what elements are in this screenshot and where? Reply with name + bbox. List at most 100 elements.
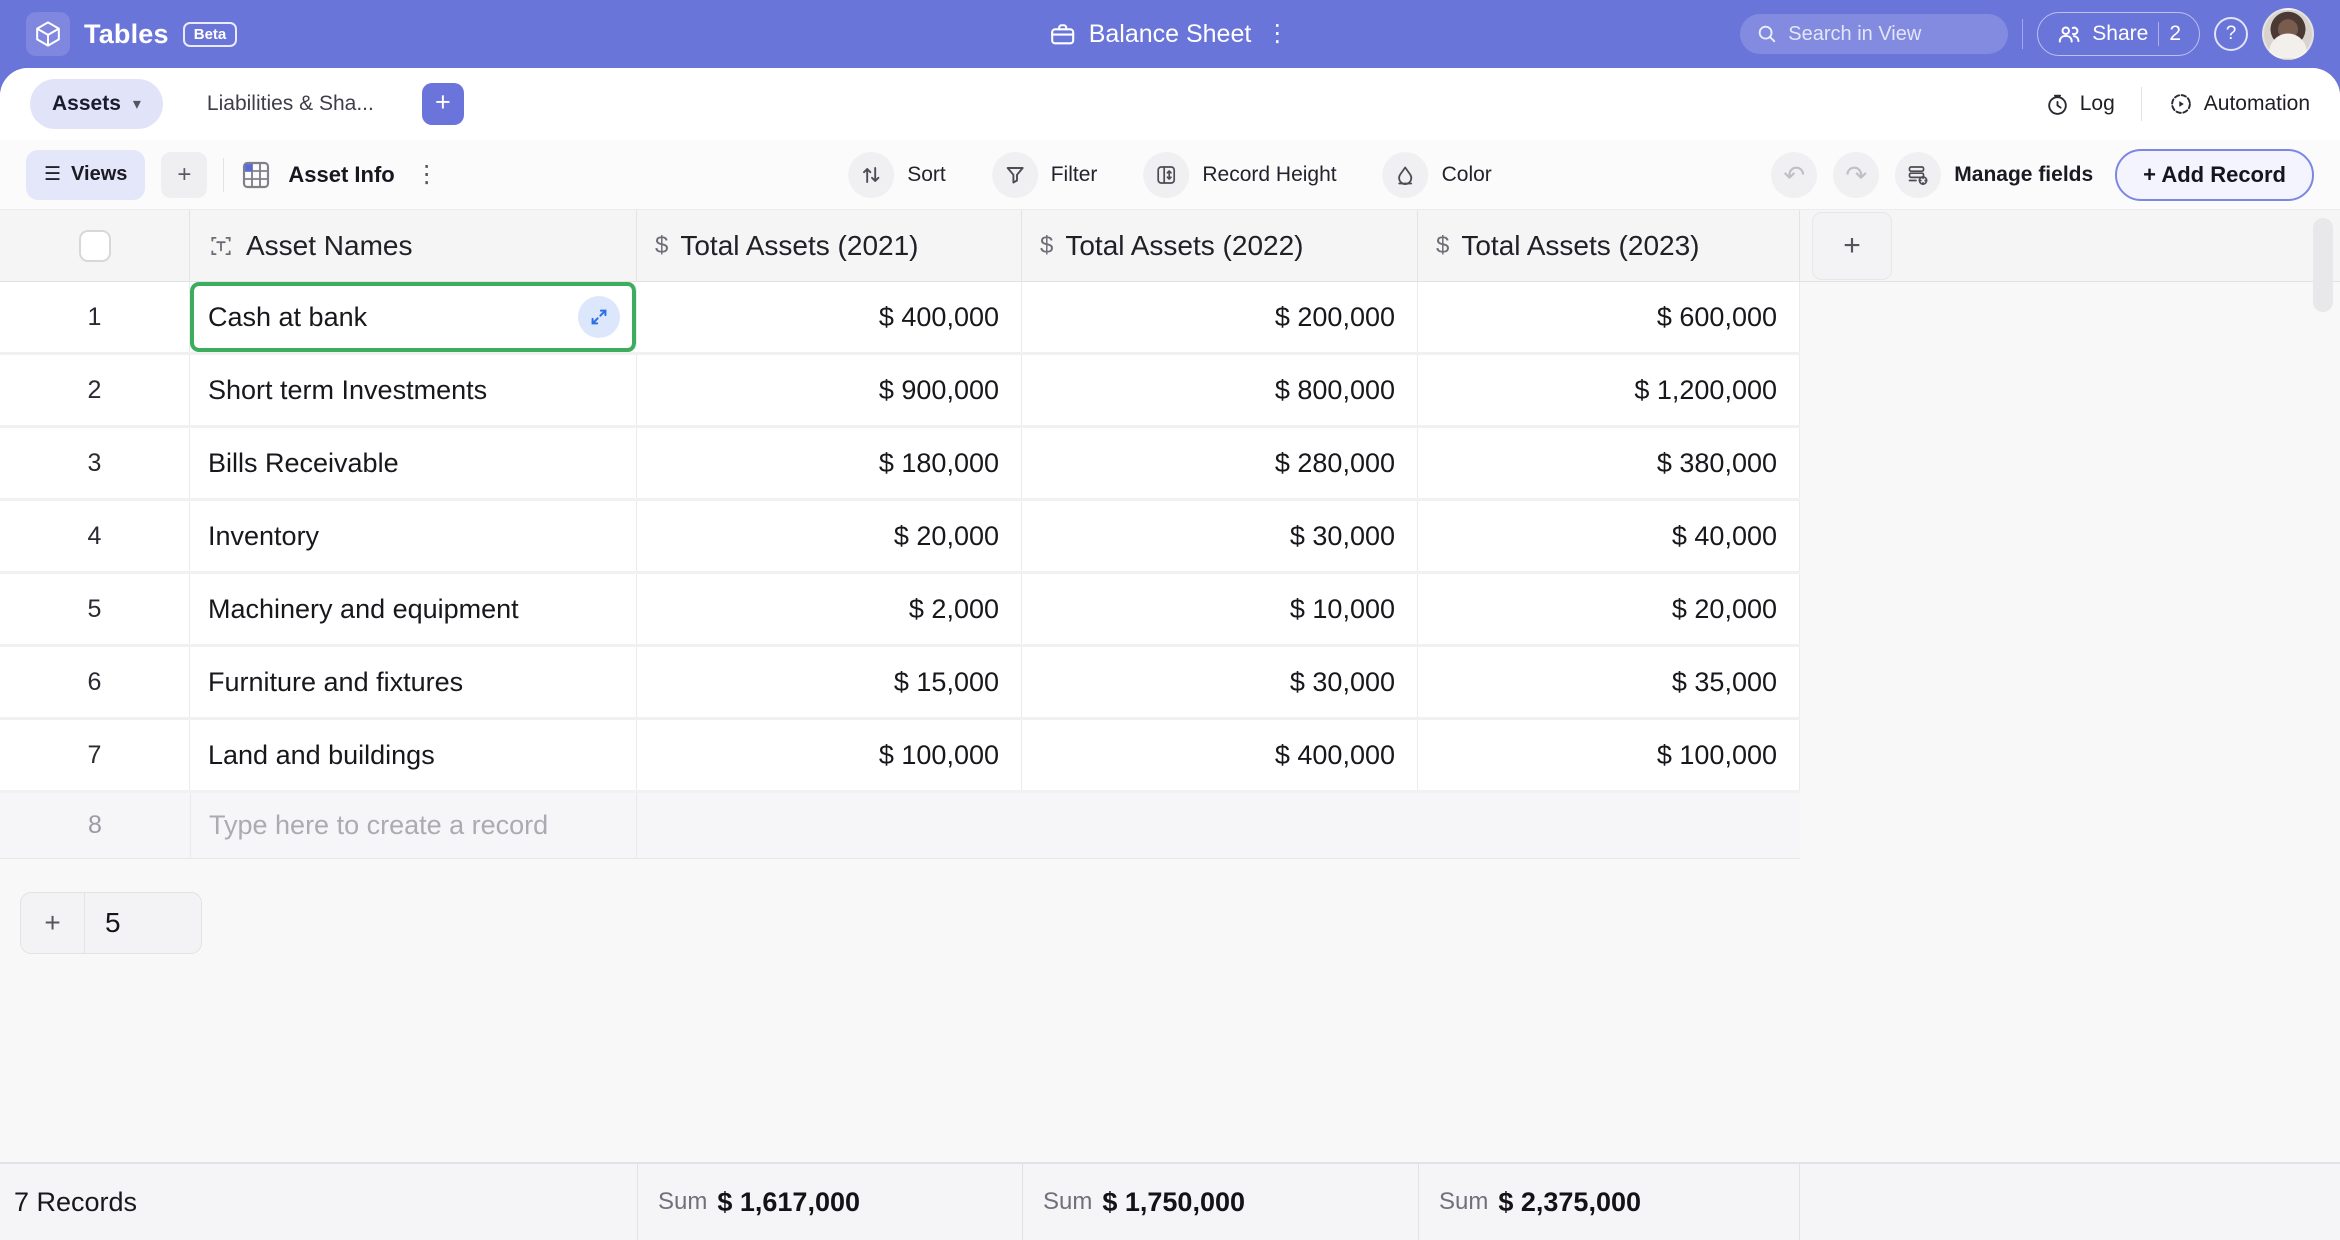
chevron-down-icon: ▾ xyxy=(132,96,141,113)
assets-2021-cell[interactable]: $ 15,000 xyxy=(637,647,1022,717)
column-header-2023[interactable]: $ Total Assets (2023) xyxy=(1418,210,1800,281)
column-label: Total Assets (2023) xyxy=(1461,229,1700,261)
tab-assets[interactable]: Assets ▾ xyxy=(30,79,163,129)
asset-name-cell[interactable]: Land and buildings xyxy=(190,720,637,790)
table-row[interactable]: 5 Machinery and equipment $ 2,000 $ 10,0… xyxy=(0,574,1800,647)
toolbar-left-group: ☰ Views + Asset Info ⋮ xyxy=(26,149,443,200)
assets-2022-cell[interactable]: $ 280,000 xyxy=(1022,428,1418,498)
add-table-button[interactable]: + xyxy=(421,83,464,125)
document-menu-icon[interactable]: ⋮ xyxy=(1265,20,1290,47)
new-record-input[interactable]: Type here to create a record xyxy=(190,793,637,858)
user-avatar[interactable] xyxy=(2262,8,2314,60)
asset-name-cell[interactable]: Furniture and fixtures xyxy=(190,647,637,717)
asset-name-cell[interactable]: Bills Receivable xyxy=(190,428,637,498)
sum-value: $ 1,617,000 xyxy=(717,1186,860,1217)
grid-area: Asset Names $ Total Assets (2021) $ Tota… xyxy=(0,210,2340,1240)
search-in-view[interactable] xyxy=(1740,14,2009,54)
table-row[interactable]: 2 Short term Investments $ 900,000 $ 800… xyxy=(0,355,1800,428)
row-number: 4 xyxy=(0,501,190,571)
current-view-name: Asset Info xyxy=(288,161,395,187)
assets-2023-cell[interactable]: $ 20,000 xyxy=(1418,574,1800,644)
history-clock-icon xyxy=(2047,94,2067,115)
expand-record-icon[interactable] xyxy=(578,296,620,338)
vertical-scrollbar[interactable] xyxy=(2313,218,2333,312)
assets-2021-cell[interactable]: $ 20,000 xyxy=(637,501,1022,571)
toolbar-right-group: ↶ ↷ Manage fields + Add Record xyxy=(1771,148,2314,201)
assets-2021-cell[interactable]: $ 900,000 xyxy=(637,355,1022,425)
sum-2022: Sum $ 1,750,000 xyxy=(1022,1164,1418,1240)
new-record-row[interactable]: 8 Type here to create a record xyxy=(0,793,1800,859)
add-record-button[interactable]: + Add Record xyxy=(2115,148,2314,201)
column-header-2021[interactable]: $ Total Assets (2021) xyxy=(637,210,1022,281)
toolbar-center-group: Sort Filter Record Height xyxy=(848,151,1492,198)
sort-label: Sort xyxy=(907,162,946,186)
assets-2021-cell[interactable]: $ 400,000 xyxy=(637,282,1022,352)
color-label: Color xyxy=(1441,162,1492,186)
add-rows-count-input[interactable]: 5 xyxy=(105,907,121,938)
share-button[interactable]: Share 2 xyxy=(2037,12,2200,56)
asset-name-cell[interactable]: Cash at bank xyxy=(190,282,637,352)
table-row[interactable]: 1 Cash at bank $ 400,000 $ 200,000 $ 600… xyxy=(0,282,1800,355)
automation-button[interactable]: Automation xyxy=(2168,91,2310,117)
assets-2021-cell[interactable]: $ 180,000 xyxy=(637,428,1022,498)
sum-label: Sum xyxy=(658,1188,708,1215)
tables-logo-icon[interactable] xyxy=(26,12,70,56)
assets-2023-cell[interactable]: $ 100,000 xyxy=(1418,720,1800,790)
views-button[interactable]: ☰ Views xyxy=(26,149,146,200)
color-button[interactable]: Color xyxy=(1382,151,1492,198)
view-options-icon[interactable]: ⋮ xyxy=(414,161,439,188)
column-label: Total Assets (2021) xyxy=(680,229,919,261)
add-rows-button[interactable]: + xyxy=(21,893,85,953)
asset-name-cell[interactable]: Inventory xyxy=(190,501,637,571)
column-header-asset-names[interactable]: Asset Names xyxy=(190,210,637,281)
assets-2022-cell[interactable]: $ 30,000 xyxy=(1022,501,1418,571)
log-button[interactable]: Log xyxy=(2045,92,2115,117)
table-row[interactable]: 6 Furniture and fixtures $ 15,000 $ 30,0… xyxy=(0,647,1800,720)
add-column-button[interactable]: + xyxy=(1812,212,1892,280)
table-row[interactable]: 7 Land and buildings $ 100,000 $ 400,000… xyxy=(0,720,1800,793)
sum-label: Sum xyxy=(1439,1188,1489,1215)
assets-2021-cell[interactable]: $ 100,000 xyxy=(637,720,1022,790)
assets-2022-cell[interactable]: $ 400,000 xyxy=(1022,720,1418,790)
manage-fields-button[interactable]: Manage fields xyxy=(1895,151,2093,198)
assets-2022-cell[interactable]: $ 800,000 xyxy=(1022,355,1418,425)
select-all-checkbox[interactable] xyxy=(78,229,111,262)
assets-2021-cell[interactable]: $ 2,000 xyxy=(637,574,1022,644)
add-view-button[interactable]: + xyxy=(161,151,208,198)
assets-2022-cell[interactable]: $ 10,000 xyxy=(1022,574,1418,644)
toolbar-divider xyxy=(223,157,225,192)
redo-button[interactable]: ↷ xyxy=(1833,151,1880,198)
help-icon[interactable]: ? xyxy=(2214,17,2248,51)
search-icon xyxy=(1759,25,1776,43)
share-count-badge: 2 xyxy=(2169,22,2181,45)
filter-button[interactable]: Filter xyxy=(991,151,1097,198)
assets-2023-cell[interactable]: $ 1,200,000 xyxy=(1418,355,1800,425)
record-height-button[interactable]: Record Height xyxy=(1143,151,1337,198)
table-row[interactable]: 4 Inventory $ 20,000 $ 30,000 $ 40,000 xyxy=(0,501,1800,574)
assets-2022-cell[interactable]: $ 30,000 xyxy=(1022,647,1418,717)
assets-2023-cell[interactable]: $ 35,000 xyxy=(1418,647,1800,717)
sort-button[interactable]: Sort xyxy=(848,151,946,198)
sum-value: $ 2,375,000 xyxy=(1498,1186,1641,1217)
assets-2023-cell[interactable]: $ 40,000 xyxy=(1418,501,1800,571)
sort-icon xyxy=(848,151,895,198)
column-header-2022[interactable]: $ Total Assets (2022) xyxy=(1022,210,1418,281)
asset-name-cell[interactable]: Machinery and equipment xyxy=(190,574,637,644)
new-row-number: 8 xyxy=(88,811,102,839)
filter-icon xyxy=(991,151,1038,198)
asset-name-cell[interactable]: Short term Investments xyxy=(190,355,637,425)
topbar-divider xyxy=(2022,19,2024,49)
undo-button[interactable]: ↶ xyxy=(1771,151,1818,198)
tab-liabilities[interactable]: Liabilities & Sha... xyxy=(206,92,374,115)
column-label: Asset Names xyxy=(246,229,413,261)
assets-2022-cell[interactable]: $ 200,000 xyxy=(1022,282,1418,352)
share-label: Share xyxy=(2092,22,2149,45)
row-number: 7 xyxy=(0,720,190,790)
tab-assets-label: Assets xyxy=(52,92,121,115)
sum-label: Sum xyxy=(1043,1188,1093,1215)
search-input[interactable] xyxy=(1788,22,1989,46)
content-card: Assets ▾ Liabilities & Sha... + Log Auto… xyxy=(0,68,2340,1240)
assets-2023-cell[interactable]: $ 600,000 xyxy=(1418,282,1800,352)
assets-2023-cell[interactable]: $ 380,000 xyxy=(1418,428,1800,498)
table-row[interactable]: 3 Bills Receivable $ 180,000 $ 280,000 $… xyxy=(0,428,1800,501)
